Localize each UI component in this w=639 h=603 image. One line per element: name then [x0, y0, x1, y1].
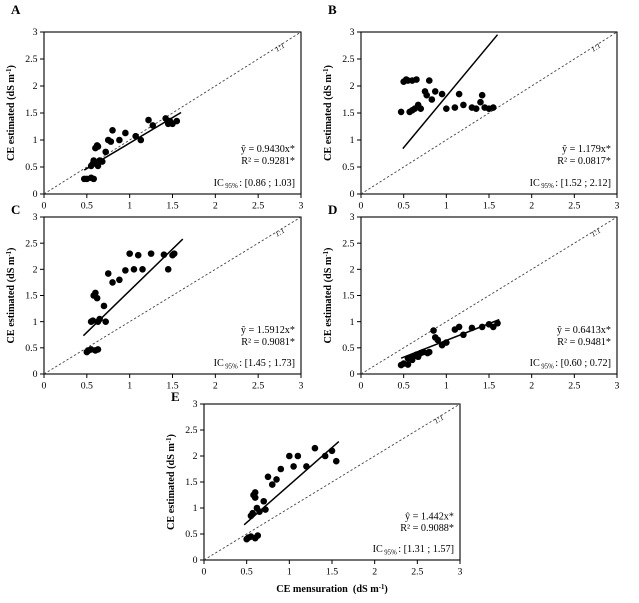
- svg-text:1: 1: [350, 135, 355, 146]
- svg-text:1.5: 1.5: [326, 567, 338, 578]
- svg-text:ŷ = 1.5912x*: ŷ = 1.5912x*: [241, 325, 295, 336]
- svg-text:CE estimated (dS m-1): CE estimated (dS m-1): [6, 248, 18, 344]
- svg-text:1.5: 1.5: [25, 108, 37, 119]
- svg-text:3: 3: [350, 27, 355, 38]
- svg-text:0: 0: [350, 369, 355, 380]
- svg-text:ŷ = 1.442x*: ŷ = 1.442x*: [405, 511, 454, 522]
- svg-text:1: 1: [127, 381, 132, 392]
- svg-text:0.5: 0.5: [185, 529, 197, 540]
- svg-text:CE estimated (dS m-1): CE estimated (dS m-1): [166, 434, 178, 530]
- svg-text:0.5: 0.5: [81, 381, 93, 392]
- svg-text:3: 3: [33, 212, 38, 223]
- svg-text:ŷ = 0.6413x*: ŷ = 0.6413x*: [557, 325, 611, 336]
- svg-text:2: 2: [350, 81, 355, 92]
- svg-text:3: 3: [350, 212, 355, 223]
- svg-text:3: 3: [458, 567, 463, 578]
- svg-text:2: 2: [372, 567, 377, 578]
- svg-text:1:1: 1:1: [273, 41, 286, 54]
- svg-text:R² = 0.0817*: R² = 0.0817*: [557, 156, 611, 167]
- svg-text:1:1: 1:1: [432, 413, 445, 426]
- svg-text:2: 2: [33, 81, 38, 92]
- svg-text:1.5: 1.5: [483, 381, 495, 392]
- svg-text:C: C: [11, 202, 20, 217]
- svg-text:0: 0: [42, 381, 47, 392]
- svg-text:ŷ = 1.179x*: ŷ = 1.179x*: [562, 144, 611, 155]
- svg-text:R² = 0.9481*: R² = 0.9481*: [557, 337, 611, 348]
- svg-text:3: 3: [193, 399, 198, 410]
- svg-text:2.5: 2.5: [185, 425, 197, 436]
- svg-text:CE mensuration (dS m-1): CE mensuration (dS m-1): [276, 584, 388, 596]
- svg-text:1:1: 1:1: [273, 226, 286, 239]
- svg-text:0: 0: [193, 555, 198, 566]
- svg-text:D: D: [328, 202, 337, 217]
- svg-text:2: 2: [529, 381, 534, 392]
- svg-text:CE estimated (dS m-1): CE estimated (dS m-1): [323, 65, 335, 161]
- svg-text:2.5: 2.5: [411, 567, 423, 578]
- svg-text:2.5: 2.5: [25, 238, 37, 249]
- svg-text:1.5: 1.5: [342, 291, 354, 302]
- svg-text:0: 0: [202, 567, 207, 578]
- svg-text:R² = 0.9088*: R² = 0.9088*: [400, 523, 454, 534]
- svg-text:1: 1: [350, 317, 355, 328]
- svg-text:A: A: [11, 2, 21, 17]
- svg-text:2.5: 2.5: [568, 381, 580, 392]
- svg-text:1: 1: [33, 317, 38, 328]
- svg-text:CE estimated (dS m-1): CE estimated (dS m-1): [6, 65, 18, 161]
- svg-text:0.5: 0.5: [241, 567, 253, 578]
- svg-text:R² = 0.9281*: R² = 0.9281*: [241, 156, 295, 167]
- svg-text:B: B: [328, 2, 337, 17]
- svg-text:1: 1: [33, 135, 38, 146]
- svg-text:0: 0: [33, 369, 38, 380]
- svg-text:3: 3: [33, 27, 38, 38]
- svg-text:0.5: 0.5: [342, 162, 354, 173]
- svg-text:3: 3: [615, 381, 620, 392]
- svg-text:2: 2: [33, 265, 38, 276]
- svg-text:CE estimated (dS m-1): CE estimated (dS m-1): [323, 248, 335, 344]
- svg-text:2.5: 2.5: [342, 54, 354, 65]
- svg-text:1.5: 1.5: [25, 291, 37, 302]
- svg-text:1: 1: [287, 567, 292, 578]
- svg-text:2: 2: [193, 451, 198, 462]
- svg-text:0.5: 0.5: [342, 343, 354, 354]
- svg-text:0.5: 0.5: [25, 343, 37, 354]
- svg-text:2.5: 2.5: [25, 54, 37, 65]
- svg-text:E: E: [171, 389, 180, 404]
- svg-text:0.5: 0.5: [25, 162, 37, 173]
- svg-text:ŷ = 0.9430x*: ŷ = 0.9430x*: [241, 144, 295, 155]
- svg-text:2: 2: [350, 265, 355, 276]
- svg-text:1: 1: [193, 503, 198, 514]
- svg-text:2.5: 2.5: [342, 238, 354, 249]
- svg-text:R² = 0.9081*: R² = 0.9081*: [241, 337, 295, 348]
- svg-text:1:1: 1:1: [589, 226, 602, 239]
- svg-text:1.5: 1.5: [185, 477, 197, 488]
- svg-text:1.5: 1.5: [342, 108, 354, 119]
